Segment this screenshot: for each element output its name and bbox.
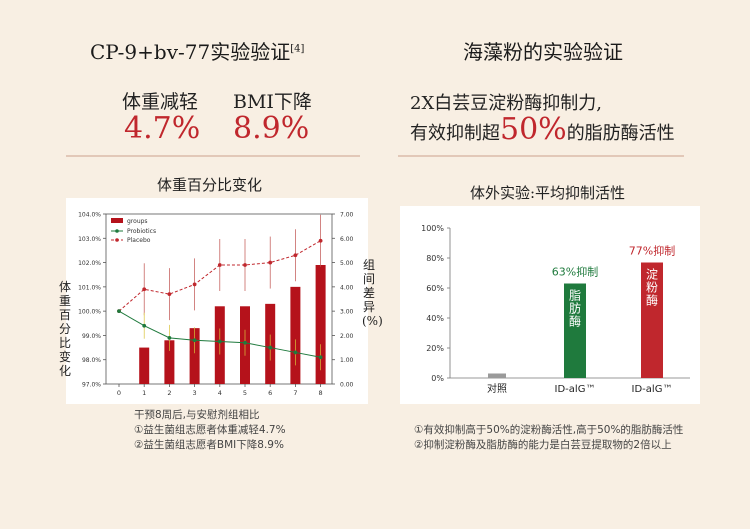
inhibition-bar xyxy=(488,373,506,378)
left-divider xyxy=(66,155,360,157)
left-note-3: ②益生菌组志愿者BMI下降8.9% xyxy=(134,439,284,451)
groups-bar xyxy=(139,347,150,384)
bar-inner-label: 淀 xyxy=(646,268,658,282)
placebo-point xyxy=(217,263,222,267)
category-label: ID-alG™ xyxy=(555,384,596,395)
bmi-drop-label: BMI下降 xyxy=(233,91,312,113)
placebo-point xyxy=(192,282,197,287)
left-tick-label: 99.0% xyxy=(82,333,101,340)
left-title-text: CP-9+bv-77实验验证 xyxy=(90,40,291,64)
inhibition-chart: 100%80%60%40%20%0%对照 ID-alG™63%抑制脂肪酶ID-al… xyxy=(421,224,690,395)
x-tick-label: 8 xyxy=(319,389,323,397)
left-note-1: 干预8周后,与安慰剂组相比 xyxy=(134,409,260,421)
left-tick-label: 97.0% xyxy=(82,382,101,389)
right-tick-label: 0.00 xyxy=(340,382,354,389)
right-tick-label: 3.00 xyxy=(340,309,354,316)
claim-line-1: 2X白芸豆淀粉酶抑制力, xyxy=(410,93,602,114)
right-note-2: ②抑制淀粉酶及脂肪酶的能力是白芸豆提取物的2倍以上 xyxy=(414,439,672,451)
probiotics-point xyxy=(117,309,121,314)
left-tick-label: 102.0% xyxy=(78,260,101,267)
probiotics-point xyxy=(142,323,147,328)
right-tick-label: 7.00 xyxy=(340,212,354,219)
bmi-drop-value: 8.9% xyxy=(233,111,310,146)
bar-value-label: 77%抑制 xyxy=(629,244,675,258)
y-tick-label: 40% xyxy=(426,314,444,323)
left-tick-label: 104.0% xyxy=(78,212,101,219)
left-note-2: ①益生菌组志愿者体重减轻4.7% xyxy=(134,424,286,436)
inhibition-bar xyxy=(564,283,586,378)
legend-placebo-label: Placebo xyxy=(127,237,151,244)
probiotics-point xyxy=(243,340,247,345)
legend-groups-swatch xyxy=(111,218,123,223)
right-tick-label: 6.00 xyxy=(340,236,354,243)
claim-highlight-value: 50% xyxy=(500,112,567,147)
bar-value-label: 63%抑制 xyxy=(552,265,598,279)
right-note-1: ①有效抑制高于50%的淀粉酶活性,高于50%的脂肪酶活性 xyxy=(414,424,684,436)
x-tick-label: 1 xyxy=(142,389,146,397)
bar-inner-label: 酶 xyxy=(646,293,658,308)
right-divider xyxy=(398,155,684,157)
x-tick-label: 5 xyxy=(243,389,247,397)
groups-bar xyxy=(164,340,175,384)
bar-inner-label: 肪 xyxy=(569,301,581,316)
category-label: 对照 xyxy=(487,382,507,395)
left-tick-label: 100.0% xyxy=(78,309,101,316)
weight-loss-value: 4.7% xyxy=(124,111,201,146)
legend-groups-label: groups xyxy=(127,218,148,225)
probiotics-point xyxy=(268,345,273,350)
x-tick-label: 7 xyxy=(293,389,297,397)
x-tick-label: 4 xyxy=(218,389,222,397)
y-tick-label: 60% xyxy=(426,284,444,293)
probiotics-point xyxy=(217,339,222,344)
probiotics-point xyxy=(167,335,172,340)
x-tick-label: 0 xyxy=(117,389,121,397)
probiotics-point xyxy=(293,350,298,355)
inhibition-bar xyxy=(641,262,663,378)
legend-probiotics-marker xyxy=(115,229,119,233)
placebo-point xyxy=(142,287,147,292)
x-tick-label: 6 xyxy=(268,389,272,397)
groups-bar xyxy=(315,265,326,384)
y-tick-label: 80% xyxy=(426,254,444,263)
legend-probiotics-label: Probiotics xyxy=(127,228,156,235)
claim-line-2-prefix: 有效抑制超 xyxy=(410,123,500,144)
claim-line-2-suffix: 的脂肪酶活性 xyxy=(566,123,675,144)
bar-inner-label: 酶 xyxy=(569,314,581,329)
right-tick-label: 5.00 xyxy=(340,260,354,267)
left-section-title: CP-9+bv-77实验验证[4] xyxy=(90,36,304,65)
x-tick-label: 2 xyxy=(167,389,171,397)
y-tick-label: 0% xyxy=(431,374,444,383)
probiotics-point xyxy=(192,338,197,343)
legend-placebo-marker xyxy=(115,238,119,242)
placebo-point xyxy=(167,292,172,297)
right-tick-label: 2.00 xyxy=(340,333,354,340)
groups-bar xyxy=(290,286,301,384)
right-section-title: 海藻粉的实验验证 xyxy=(463,40,623,64)
groups-bar xyxy=(189,328,200,384)
right-y-axis-label: 组间差异(%) xyxy=(362,258,383,328)
left-tick-label: 98.0% xyxy=(82,357,101,364)
category-label: ID-alG™ xyxy=(632,384,673,395)
right-tick-label: 4.00 xyxy=(340,284,354,291)
left-chart-title: 体重百分比变化 xyxy=(157,176,263,194)
placebo-point xyxy=(243,263,247,267)
placebo-point xyxy=(293,253,298,258)
left-tick-label: 101.0% xyxy=(78,284,101,291)
left-y-axis-label: 体重百分比变化 xyxy=(58,280,71,378)
bar-inner-label: 粉 xyxy=(646,281,658,295)
right-chart-title: 体外实验:平均抑制活性 xyxy=(470,184,626,202)
x-tick-label: 3 xyxy=(193,389,197,397)
weight-loss-label: 体重减轻 xyxy=(122,91,199,113)
reference-marker: [4] xyxy=(290,43,305,55)
y-tick-label: 20% xyxy=(426,344,444,353)
bar-inner-label: 脂 xyxy=(569,288,581,303)
placebo-point xyxy=(268,260,273,265)
probiotics-point xyxy=(318,355,323,360)
weight-change-chart: 104.0% 103.0% 102.0% 101.0% 100.0% 99.0% 98.0%… xyxy=(78,212,354,398)
left-tick-label: 103.0% xyxy=(78,236,101,243)
right-tick-label: 1.00 xyxy=(340,357,354,364)
y-tick-label: 100% xyxy=(421,224,444,233)
claim-line-2: 有效抑制超50%的脂肪酶活性 xyxy=(410,112,675,147)
placebo-point xyxy=(318,238,323,243)
